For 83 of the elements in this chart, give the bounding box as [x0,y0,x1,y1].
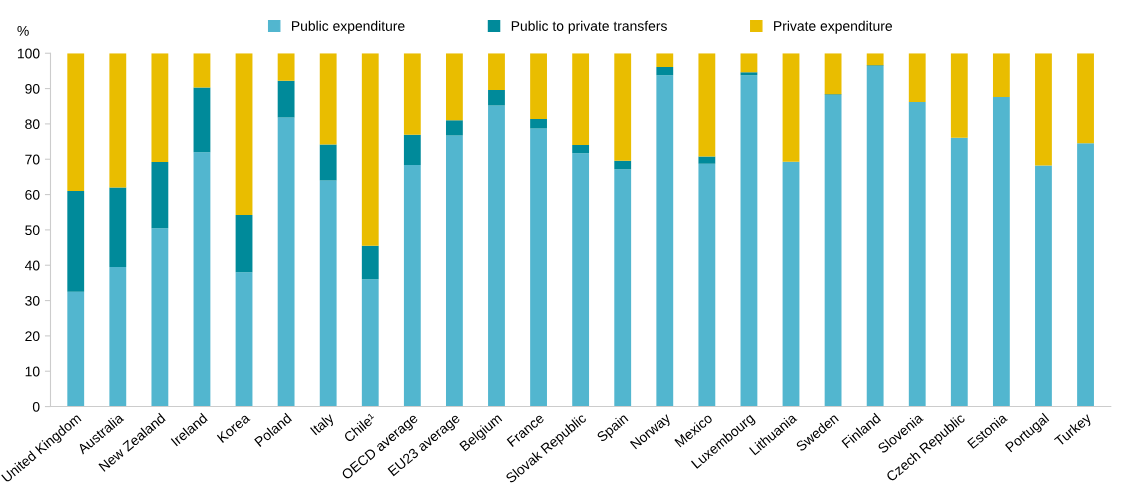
bar [572,145,590,154]
bar [824,53,842,95]
bar [488,105,505,407]
bar [908,53,926,102]
bar [908,102,926,407]
bar [656,53,674,68]
y-axis-title: % [17,25,29,36]
bar [193,53,211,88]
bar [403,53,421,135]
bar [109,187,127,267]
bar [235,215,253,273]
bar [67,191,85,292]
bar [698,156,716,164]
bar [151,162,169,229]
bar [866,65,884,407]
bar [950,137,968,407]
bar [193,152,211,407]
bar [488,89,505,106]
y-tick-label: 30 [25,295,40,306]
bar [277,80,295,118]
bar [488,53,505,90]
y-tick-label: 90 [25,83,40,94]
bar [530,128,547,407]
bar [445,120,463,136]
bar [992,97,1010,407]
bar [614,169,632,407]
y-tick-label: 20 [25,331,40,342]
bar [824,94,842,407]
bar [698,53,716,157]
bar [740,72,758,76]
y-tick-label: 100 [17,48,40,59]
bar [319,180,337,407]
y-tick-label: 40 [24,260,40,271]
legend-label: Public expenditure [292,20,405,34]
bar [67,53,85,192]
legend-label: Private expenditure [774,20,892,34]
bar [361,245,379,280]
x-tick-label: Italy [309,412,337,438]
bar [403,134,421,165]
bar [992,53,1010,98]
y-tick-label: 60 [25,189,40,200]
legend-label: Public to private transfers [511,20,667,34]
bar [151,228,169,407]
bar [445,135,463,407]
bar [109,267,127,407]
bar [235,53,253,216]
bar [1035,165,1052,407]
bar [67,291,85,407]
bar [403,164,421,407]
y-tick-label: 10 [25,366,40,377]
y-tick-label: 0 [32,401,40,412]
bar [782,161,800,407]
bar [530,118,547,129]
bar [445,53,463,121]
bar [698,163,716,407]
bar [277,117,295,407]
bar [572,153,590,407]
bar [740,53,758,73]
bar [151,53,169,163]
bar [614,53,632,161]
bar [866,53,884,66]
bar [193,87,211,153]
bar [361,279,379,407]
bar [277,53,295,81]
bar [1077,53,1094,144]
bar [109,53,127,188]
bar [614,160,632,170]
bar [656,67,674,76]
bar [235,272,253,407]
bar [1077,143,1094,407]
bar [319,53,337,145]
bar [319,144,337,181]
bar [361,53,379,246]
bar [740,75,758,407]
y-tick-label: 50 [25,225,40,236]
y-tick-label: 70 [25,154,40,165]
bar [782,53,800,162]
bar [530,53,547,119]
bar [950,53,968,138]
bar [1035,53,1052,166]
bar [656,75,674,407]
y-tick-label: 80 [25,119,40,130]
bar [572,53,590,146]
